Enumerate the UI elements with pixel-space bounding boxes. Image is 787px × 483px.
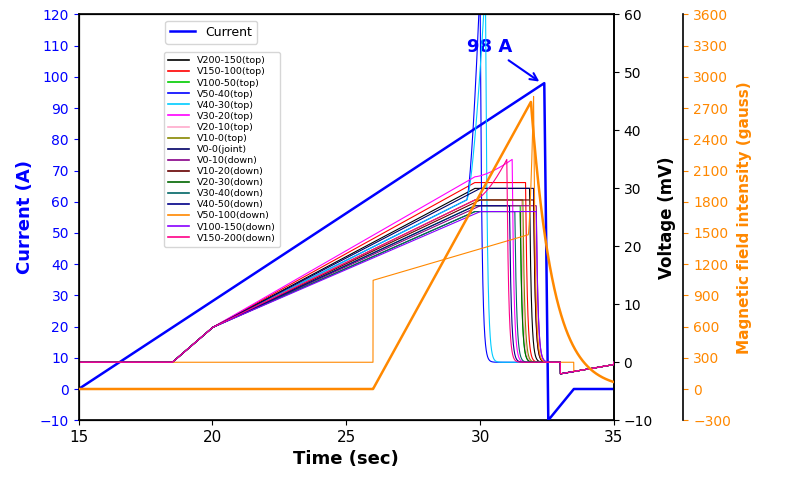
Text: 98 A: 98 A: [467, 38, 538, 80]
X-axis label: Time (sec): Time (sec): [294, 451, 399, 469]
Legend: V200-150(top), V150-100(top), V100-50(top), V50-40(top), V40-30(top), V30-20(top: V200-150(top), V150-100(top), V100-50(to…: [164, 52, 280, 247]
Y-axis label: Current (A): Current (A): [17, 160, 34, 274]
Y-axis label: Magnetic field intensity (gauss): Magnetic field intensity (gauss): [737, 81, 752, 354]
Y-axis label: Voltage (mV): Voltage (mV): [659, 156, 676, 279]
